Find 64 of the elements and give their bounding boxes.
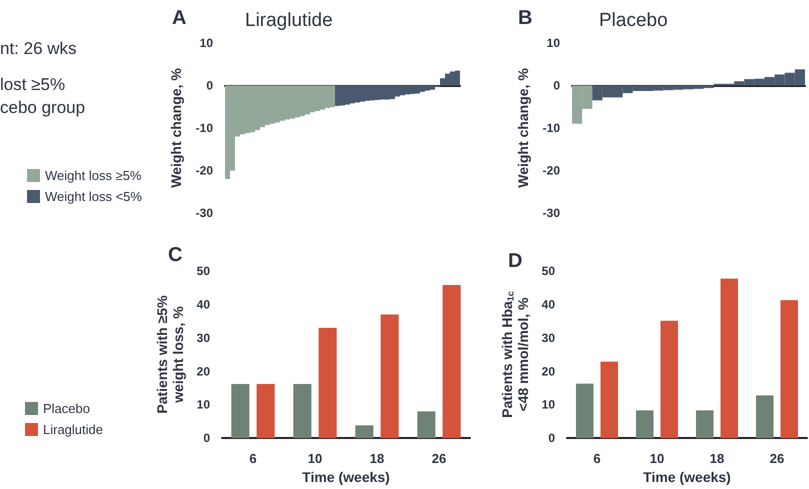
- y-tick-label: 0: [553, 78, 560, 92]
- y-tick-label: 10: [200, 36, 214, 50]
- x-tick-label: 6: [593, 451, 601, 466]
- bar: [660, 320, 678, 438]
- y-tick-label: -20: [196, 164, 214, 178]
- y-tick-label: 40: [542, 297, 556, 312]
- bar: [576, 384, 594, 438]
- legend-label: Weight loss <5%: [45, 189, 142, 204]
- text: D: [508, 250, 522, 272]
- y-tick-label: 10: [196, 398, 210, 412]
- bar: [720, 278, 738, 438]
- text: C: [168, 244, 182, 266]
- x-tick-label: 18: [370, 451, 384, 466]
- y-tick-label: -20: [542, 164, 560, 178]
- bar: [256, 384, 275, 438]
- bar: [780, 300, 798, 438]
- y-axis-title: Weight change, %: [168, 68, 184, 188]
- y-tick-label: 0: [206, 78, 214, 92]
- y-tick-label: 0: [203, 431, 210, 446]
- x-tick-label: 10: [308, 451, 322, 466]
- y-tick-label: 0: [548, 431, 556, 446]
- x-tick-label: 26: [432, 451, 446, 466]
- x-tick-label: 6: [249, 451, 257, 466]
- y-tick-label: 10: [542, 398, 556, 412]
- text: cebo group: [0, 98, 86, 117]
- y-tick-label: 20: [542, 364, 556, 378]
- y-axis-title: Patients with ≥5% weight loss, %: [154, 294, 186, 414]
- y-tick-label: 40: [196, 297, 210, 312]
- bar: [636, 410, 654, 438]
- y-tick-label: -10: [196, 121, 214, 135]
- bar: [293, 384, 312, 438]
- legend-label: Placebo: [43, 401, 90, 416]
- x-tick-label: 26: [770, 451, 784, 466]
- text: B: [518, 7, 532, 29]
- bar: [380, 314, 399, 438]
- text: nt: 26 wks: [0, 39, 77, 58]
- bar: [600, 362, 618, 438]
- y-tick-label: -10: [542, 121, 560, 135]
- y-axis-title: Weight change, %: [515, 68, 531, 188]
- y-tick-label: 30: [542, 330, 556, 345]
- bar: [318, 328, 337, 438]
- y-tick-label: 10: [546, 36, 560, 50]
- text: lost ≥5%: [0, 75, 66, 94]
- y-tick-label: 30: [196, 330, 210, 345]
- legend-label: Weight loss ≥5%: [45, 168, 142, 183]
- legend-label: Liraglutide: [43, 422, 103, 437]
- y-tick-label: -30: [196, 206, 214, 220]
- y-tick-label: -30: [542, 206, 560, 220]
- bar: [231, 384, 250, 438]
- x-axis-title: Time (weeks): [302, 469, 390, 485]
- chart-title: Placebo: [599, 10, 668, 31]
- bar: [417, 411, 436, 438]
- x-axis-title: Time (weeks): [643, 469, 731, 485]
- x-tick-label: 10: [650, 451, 664, 466]
- text: A: [172, 7, 186, 29]
- y-tick-label: 20: [196, 364, 210, 378]
- chart-title: Liraglutide: [245, 10, 333, 31]
- bar: [756, 395, 774, 438]
- x-tick-label: 18: [710, 451, 724, 466]
- y-tick-label: 50: [542, 264, 556, 278]
- y-tick-label: 50: [196, 264, 210, 278]
- bar: [442, 285, 461, 438]
- bar: [355, 425, 374, 438]
- bar: [696, 410, 714, 438]
